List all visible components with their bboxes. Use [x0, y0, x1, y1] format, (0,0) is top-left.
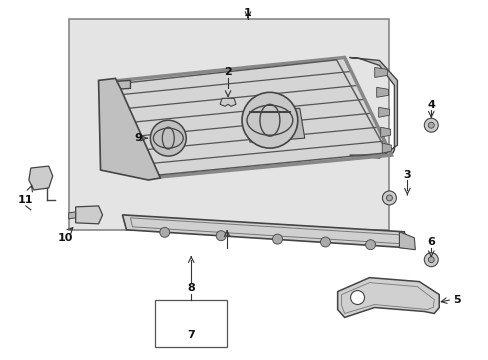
Circle shape: [216, 231, 225, 241]
Text: 3: 3: [403, 170, 410, 180]
Circle shape: [242, 92, 297, 148]
Polygon shape: [380, 127, 390, 137]
Text: 1: 1: [244, 8, 251, 18]
Polygon shape: [244, 108, 304, 142]
Polygon shape: [101, 80, 130, 90]
Polygon shape: [399, 232, 414, 250]
Polygon shape: [101, 58, 390, 178]
Polygon shape: [220, 98, 236, 106]
Polygon shape: [376, 87, 388, 97]
Circle shape: [427, 122, 433, 128]
Polygon shape: [122, 215, 407, 248]
Circle shape: [424, 253, 437, 267]
Text: 10: 10: [58, 233, 73, 243]
Text: 8: 8: [187, 283, 195, 293]
Bar: [155, 300, 226, 347]
Circle shape: [365, 240, 375, 250]
Polygon shape: [378, 107, 389, 117]
Circle shape: [427, 257, 433, 263]
Polygon shape: [29, 166, 53, 190]
Text: 9: 9: [134, 133, 142, 143]
Circle shape: [382, 191, 396, 205]
Circle shape: [386, 195, 392, 201]
Text: 11: 11: [18, 195, 34, 205]
Polygon shape: [68, 212, 76, 219]
Polygon shape: [349, 58, 397, 158]
Circle shape: [160, 228, 169, 237]
Polygon shape: [337, 278, 438, 318]
Text: 5: 5: [452, 294, 460, 305]
Polygon shape: [99, 78, 160, 180]
Circle shape: [272, 234, 282, 244]
Bar: [68, 19, 388, 230]
Circle shape: [150, 120, 186, 156]
Polygon shape: [76, 206, 102, 224]
Circle shape: [350, 291, 364, 305]
Polygon shape: [382, 143, 390, 153]
Circle shape: [320, 237, 330, 247]
Circle shape: [424, 118, 437, 132]
Text: 7: 7: [187, 330, 195, 341]
Text: 4: 4: [427, 100, 434, 110]
Text: 6: 6: [427, 237, 434, 247]
Text: 2: 2: [224, 67, 231, 77]
Polygon shape: [374, 67, 387, 77]
